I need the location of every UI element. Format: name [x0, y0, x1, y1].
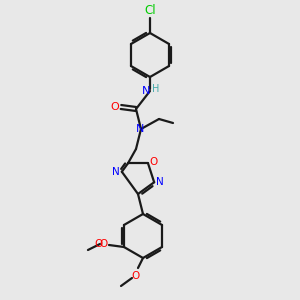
Text: N: N — [136, 124, 144, 134]
Text: O: O — [100, 239, 108, 249]
Text: Cl: Cl — [144, 4, 156, 17]
Text: N: N — [142, 86, 150, 96]
Text: O: O — [111, 102, 119, 112]
Text: N: N — [156, 177, 164, 187]
Text: N: N — [112, 167, 120, 177]
Text: O: O — [150, 157, 158, 167]
Text: O: O — [131, 271, 139, 281]
Text: O: O — [95, 239, 103, 249]
Text: H: H — [152, 84, 160, 94]
